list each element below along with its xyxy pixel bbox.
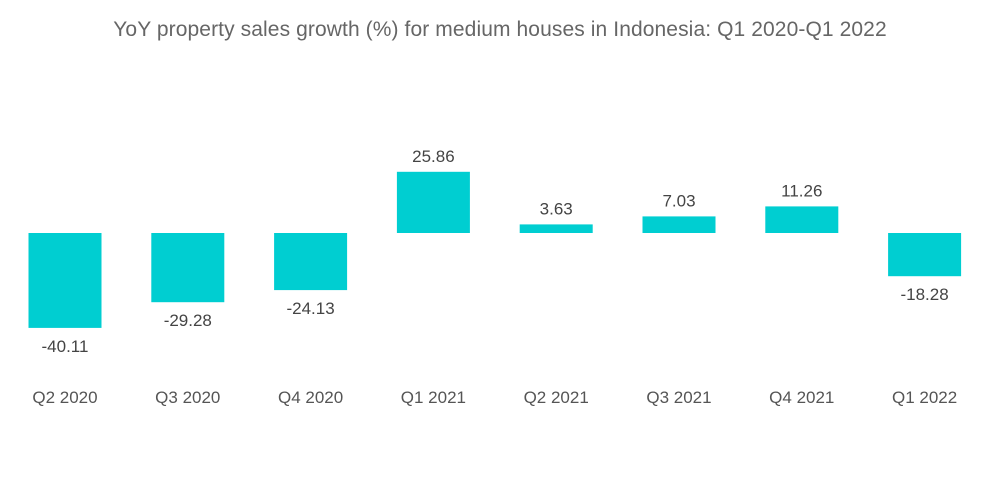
bar-q3-2020	[151, 233, 225, 303]
x-tick-label: Q3 2021	[646, 388, 711, 407]
x-tick-label: Q1 2022	[892, 388, 957, 407]
data-label-q1-2022: -18.28	[900, 285, 948, 304]
bar-q2-2020	[28, 233, 102, 328]
data-label-q3-2021: 7.03	[662, 191, 695, 210]
bar-q4-2021	[765, 206, 839, 233]
data-label-q1-2021: 25.86	[412, 147, 455, 166]
x-tick-label: Q2 2021	[524, 388, 589, 407]
bar-q2-2021	[519, 224, 593, 233]
x-tick-label: Q2 2020	[32, 388, 97, 407]
x-tick-label: Q4 2021	[769, 388, 834, 407]
x-tick-label: Q3 2020	[155, 388, 220, 407]
data-label-q3-2020: -29.28	[164, 311, 212, 330]
chart-title: YoY property sales growth (%) for medium…	[113, 18, 887, 41]
bar-q4-2020	[274, 233, 348, 291]
bar-q3-2021	[642, 216, 716, 233]
x-tick-label: Q4 2020	[278, 388, 343, 407]
x-tick-label: Q1 2021	[401, 388, 466, 407]
bar-q1-2021	[396, 171, 470, 233]
data-label-q2-2020: -40.11	[42, 337, 89, 356]
bar-q1-2022	[888, 233, 962, 277]
data-label-q4-2021: 11.26	[781, 181, 822, 200]
data-label-q4-2020: -24.13	[286, 299, 334, 318]
data-label-q2-2021: 3.63	[540, 199, 573, 218]
